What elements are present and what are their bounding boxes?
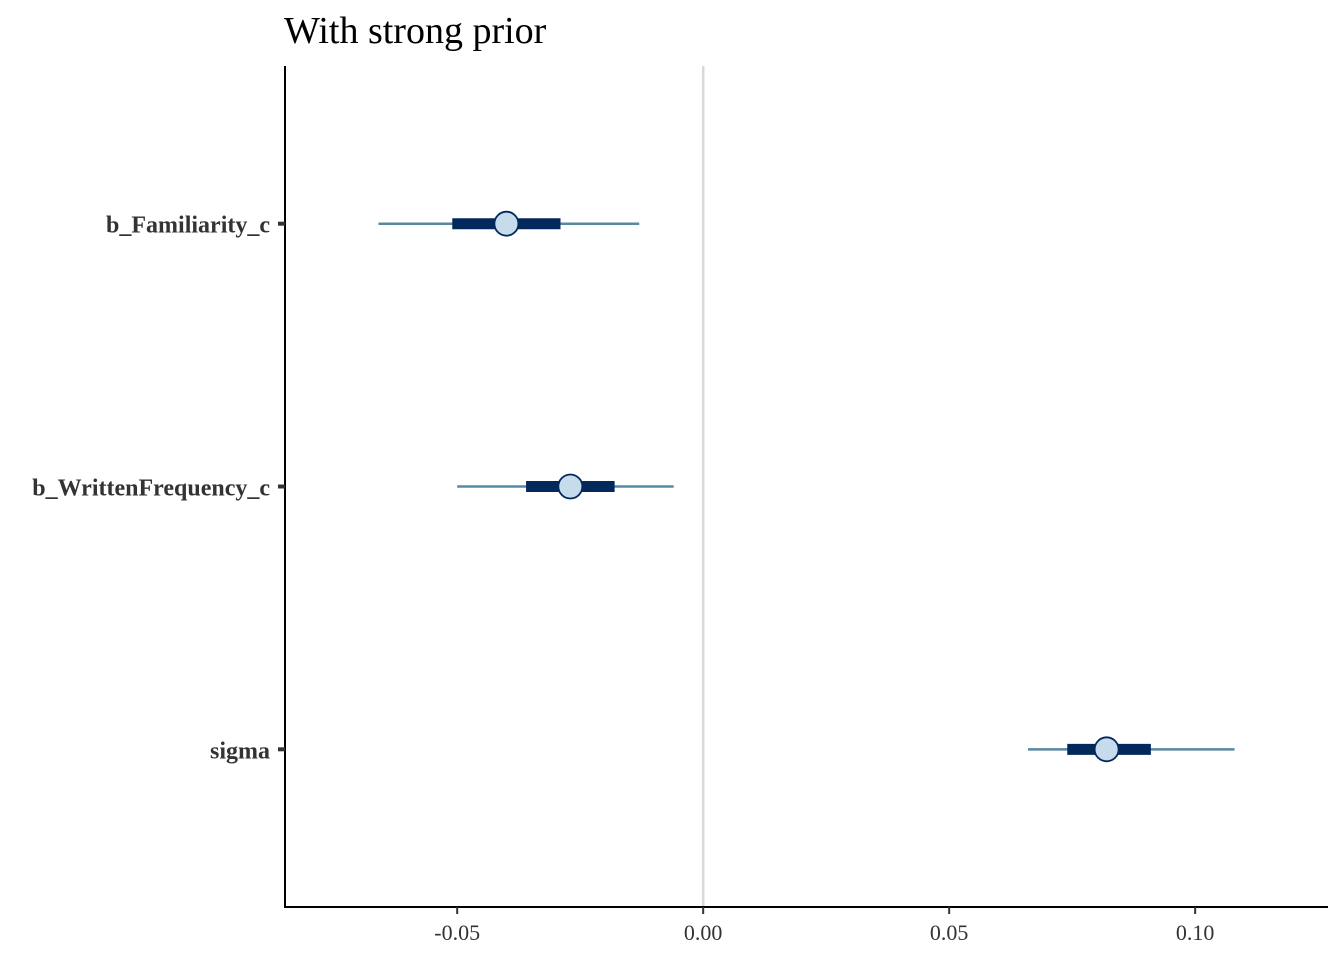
x-tick-label: 0.05 (930, 920, 969, 945)
point-estimate (557, 473, 584, 500)
x-tick-label: 0.10 (1176, 920, 1215, 945)
plot-area: -0.05 0.00 0.05 0.10 b_Familiarity_c b_Writte… (32, 66, 1328, 945)
y-tick-label: sigma (210, 738, 270, 764)
point-estimate (493, 210, 520, 237)
x-tick-label: 0.00 (684, 920, 723, 945)
x-tick-label: -0.05 (434, 920, 480, 945)
y-tick-label: b_WrittenFrequency_c (32, 476, 270, 502)
chart-title: With strong prior (284, 10, 547, 52)
point-estimate (1093, 736, 1120, 763)
y-tick-label: b_Familiarity_c (106, 213, 270, 239)
